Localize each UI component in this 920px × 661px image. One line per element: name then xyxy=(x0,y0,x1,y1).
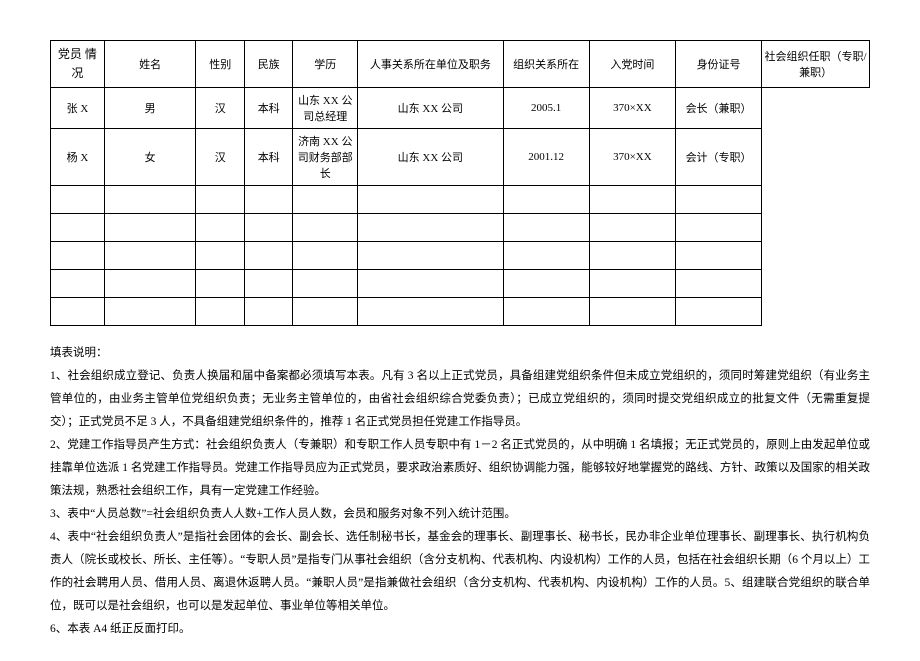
note-item: 3、表中“人员总数”=社会组织负责人人数+工作人员人数，会员和服务对象不列入统计… xyxy=(50,503,870,526)
note-item: 6、本表 A4 纸正反面打印。 xyxy=(50,618,870,641)
cell-org-relation xyxy=(358,214,503,242)
cell-ethnicity xyxy=(196,214,244,242)
cell-id-number: 370×XX xyxy=(589,88,675,129)
table-body: 张 X 男 汉 本科 山东 XX 公司总经理 山东 XX 公司 2005.1 3… xyxy=(51,88,870,326)
col-position: 人事关系所在单位及职务 xyxy=(358,41,503,88)
cell-org-role: 会长（兼职） xyxy=(675,88,761,129)
table-header-row: 党员 情况 姓名 性别 民族 学历 人事关系所在单位及职务 组织关系所在 入党时… xyxy=(51,41,870,88)
cell-position: 山东 XX 公司总经理 xyxy=(293,88,358,129)
cell-join-date xyxy=(503,242,589,270)
cell-ethnicity xyxy=(196,270,244,298)
cell-name: 张 X xyxy=(51,88,105,129)
table-row xyxy=(51,214,870,242)
table-row xyxy=(51,270,870,298)
cell-org-relation xyxy=(358,186,503,214)
row-group-label: 党员 情况 xyxy=(51,41,105,88)
notes-title: 填表说明： xyxy=(50,342,870,365)
cell-ethnicity: 汉 xyxy=(196,129,244,186)
note-item: 4、表中“社会组织负责人”是指社会团体的会长、副会长、选任制秘书长，基金会的理事… xyxy=(50,526,870,618)
cell-join-date: 2005.1 xyxy=(503,88,589,129)
cell-name: 杨 X xyxy=(51,129,105,186)
cell-education xyxy=(244,186,292,214)
cell-org-relation: 山东 XX 公司 xyxy=(358,88,503,129)
cell-org-relation xyxy=(358,270,503,298)
cell-id-number: 370×XX xyxy=(589,129,675,186)
col-name: 姓名 xyxy=(104,41,196,88)
cell-ethnicity xyxy=(196,298,244,326)
cell-name xyxy=(51,242,105,270)
cell-position xyxy=(293,298,358,326)
cell-org-role xyxy=(675,298,761,326)
table-row xyxy=(51,242,870,270)
cell-sex xyxy=(104,270,196,298)
cell-position xyxy=(293,186,358,214)
col-join-date: 入党时间 xyxy=(589,41,675,88)
cell-name xyxy=(51,270,105,298)
col-org-role: 社会组织任职（专职/兼职） xyxy=(762,41,870,88)
cell-education xyxy=(244,214,292,242)
table-row xyxy=(51,186,870,214)
col-org-relation: 组织关系所在 xyxy=(503,41,589,88)
cell-org-relation xyxy=(358,298,503,326)
cell-education: 本科 xyxy=(244,88,292,129)
cell-org-relation: 山东 XX 公司 xyxy=(358,129,503,186)
cell-join-date xyxy=(503,270,589,298)
cell-org-role: 会计（专职） xyxy=(675,129,761,186)
cell-org-relation xyxy=(358,242,503,270)
cell-position xyxy=(293,270,358,298)
cell-join-date: 2001.12 xyxy=(503,129,589,186)
col-sex: 性别 xyxy=(196,41,244,88)
cell-id-number xyxy=(589,186,675,214)
cell-sex xyxy=(104,214,196,242)
cell-org-role xyxy=(675,242,761,270)
cell-name xyxy=(51,298,105,326)
cell-join-date xyxy=(503,214,589,242)
note-item: 2、党建工作指导员产生方式：社会组织负责人（专兼职）和专职工作人员专职中有 1－… xyxy=(50,434,870,503)
cell-sex xyxy=(104,298,196,326)
cell-id-number xyxy=(589,298,675,326)
cell-position xyxy=(293,242,358,270)
cell-join-date xyxy=(503,186,589,214)
party-member-table: 党员 情况 姓名 性别 民族 学历 人事关系所在单位及职务 组织关系所在 入党时… xyxy=(50,40,870,326)
cell-education: 本科 xyxy=(244,129,292,186)
cell-ethnicity xyxy=(196,242,244,270)
cell-sex: 女 xyxy=(104,129,196,186)
cell-ethnicity xyxy=(196,186,244,214)
cell-education xyxy=(244,298,292,326)
cell-sex xyxy=(104,186,196,214)
cell-sex xyxy=(104,242,196,270)
col-ethnicity: 民族 xyxy=(244,41,292,88)
cell-name xyxy=(51,214,105,242)
col-education: 学历 xyxy=(293,41,358,88)
cell-education xyxy=(244,270,292,298)
cell-id-number xyxy=(589,214,675,242)
note-item: 1、社会组织成立登记、负责人换届和届中备案都必须填写本表。凡有 3 名以上正式党… xyxy=(50,365,870,434)
cell-ethnicity: 汉 xyxy=(196,88,244,129)
cell-position: 济南 XX 公司财务部部长 xyxy=(293,129,358,186)
cell-join-date xyxy=(503,298,589,326)
cell-name xyxy=(51,186,105,214)
cell-education xyxy=(244,242,292,270)
table-row: 杨 X 女 汉 本科 济南 XX 公司财务部部长 山东 XX 公司 2001.1… xyxy=(51,129,870,186)
cell-position xyxy=(293,214,358,242)
cell-org-role xyxy=(675,270,761,298)
cell-sex: 男 xyxy=(104,88,196,129)
table-row: 张 X 男 汉 本科 山东 XX 公司总经理 山东 XX 公司 2005.1 3… xyxy=(51,88,870,129)
table-row xyxy=(51,298,870,326)
cell-id-number xyxy=(589,270,675,298)
cell-org-role xyxy=(675,186,761,214)
cell-id-number xyxy=(589,242,675,270)
cell-org-role xyxy=(675,214,761,242)
col-id-number: 身份证号 xyxy=(675,41,761,88)
notes-section: 填表说明： 1、社会组织成立登记、负责人换届和届中备案都必须填写本表。凡有 3 … xyxy=(50,342,870,641)
